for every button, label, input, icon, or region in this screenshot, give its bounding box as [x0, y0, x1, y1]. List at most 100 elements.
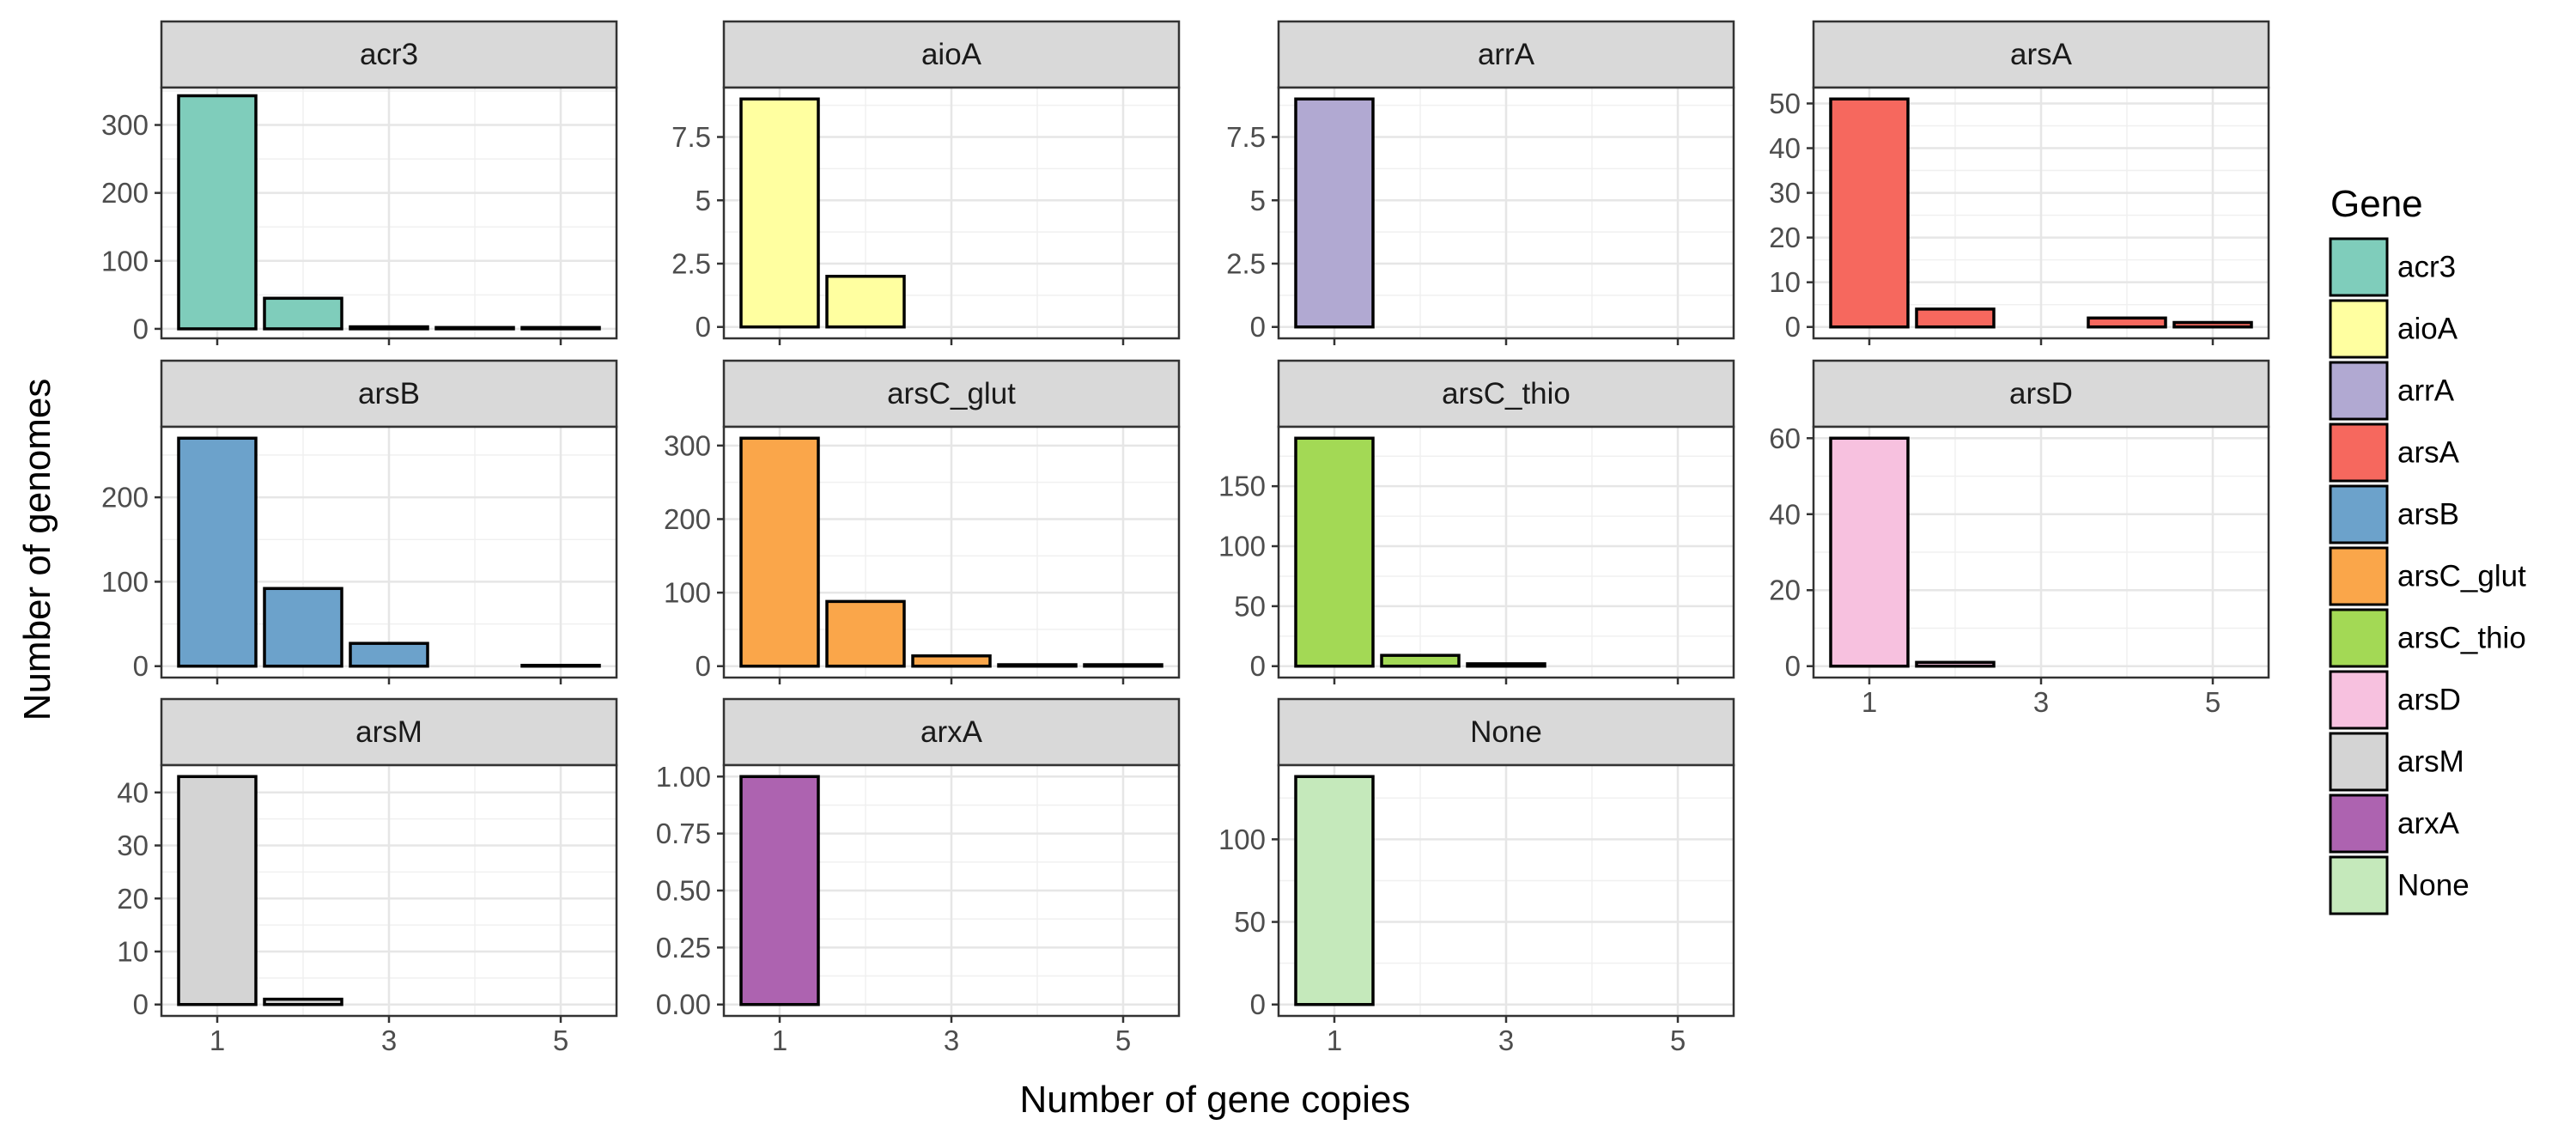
legend-item-arsc-thio: arsC_thio: [2329, 608, 2526, 668]
strip-label-arsd: arsD: [2009, 377, 2073, 410]
legend-label-acr3: acr3: [2397, 251, 2456, 284]
y-tick-label-arsd: 0: [1785, 650, 1801, 682]
legend-item-acr3: acr3: [2329, 237, 2456, 297]
panel-none: None 0 50 100: [1218, 697, 1735, 1023]
strip-none: [1277, 697, 1735, 767]
y-tick-label-arsm: 0: [133, 988, 149, 1020]
legend-key-arxa: [2329, 793, 2389, 854]
strip-arxa: [722, 697, 1181, 767]
y-tick-label-arxa: 0.50: [656, 875, 711, 907]
bar-arsc-thio-x3: [1466, 662, 1546, 668]
legend-key-arra: [2329, 361, 2389, 421]
legend-label-aioa: aioA: [2397, 313, 2458, 346]
chart-panels: acr30100200300aioA02.557.5arrA02.557.5ar…: [101, 20, 2270, 1023]
y-axis-title: Number of genomes: [16, 379, 58, 721]
y-tick-label-none: 100: [1218, 824, 1266, 855]
y-tick-label-arra: 2.5: [1226, 247, 1266, 279]
y-tick-label-arsb: 0: [133, 650, 149, 682]
panel-arsb: arsB 0 100 200: [101, 359, 618, 684]
bar-aioa-x1: [739, 97, 820, 329]
panel-arxa: arxA 0.00 0.25 0.50 0.75 1.00: [656, 697, 1181, 1023]
legend-label-arsc-glut: arsC_glut: [2397, 560, 2526, 593]
legend-label-arsm: arsM: [2397, 745, 2464, 779]
y-tick-label-arsa: 30: [1769, 177, 1801, 209]
bar-acr3-x3: [349, 325, 429, 331]
x-tick-label: 1: [210, 1025, 225, 1056]
legend: Gene acr3 aioA arrA arsA arsB arsC_glut arsC_t…: [2329, 183, 2526, 915]
legend-label-none: None: [2397, 869, 2470, 903]
bar-arxa-x1: [739, 775, 820, 1006]
strip-arsd: [1812, 359, 2270, 429]
legend-label-arra: arrA: [2397, 374, 2455, 408]
bar-arsc-thio-x1: [1294, 436, 1375, 668]
strip-label-none: None: [1470, 715, 1542, 749]
x-tick-label: 3: [944, 1025, 959, 1056]
strip-arsa: [1812, 20, 2270, 89]
y-tick-label-acr3: 100: [101, 245, 149, 277]
bar-arsb-x1: [177, 436, 258, 668]
legend-item-arra: arrA: [2329, 361, 2455, 421]
legend-item-arxa: arxA: [2329, 793, 2460, 854]
strip-arsb: [160, 359, 618, 429]
y-tick-label-arsc-glut: 0: [696, 650, 711, 682]
legend-item-aioa: aioA: [2329, 299, 2458, 359]
strip-arsm: [160, 697, 618, 767]
bar-acr3-x1: [177, 94, 258, 331]
panel-arsc-glut: arsC_glut 0 100 200 300: [664, 359, 1181, 684]
y-tick-label-aioa: 7.5: [671, 121, 711, 153]
strip-label-acr3: acr3: [360, 38, 418, 71]
y-tick-label-acr3: 300: [101, 109, 149, 141]
y-tick-label-arsc-glut: 100: [664, 577, 711, 609]
strip-label-arsc-glut: arsC_glut: [887, 377, 1016, 410]
strip-label-arsa: arsA: [2010, 38, 2073, 71]
panel-arsc-thio: arsC_thio 0 50 100 150: [1218, 359, 1735, 684]
y-tick-label-arsc-thio: 0: [1250, 650, 1266, 682]
legend-key-arsb: [2329, 484, 2389, 544]
bar-arsc-glut-x1: [739, 436, 820, 668]
bar-acr3-x4: [434, 325, 515, 331]
panel-aioa: aioA 0 2.5 5 7.5: [671, 20, 1181, 345]
x-axis-title: Number of gene copies: [1020, 1079, 1411, 1121]
strip-label-arxa: arxA: [920, 715, 983, 749]
legend-key-acr3: [2329, 237, 2389, 297]
strip-label-aioa: aioA: [921, 38, 982, 71]
legend-key-arsm: [2329, 732, 2389, 792]
bar-arsd-x2: [1915, 660, 1996, 668]
x-tick-label: 5: [1115, 1025, 1131, 1056]
x-tick-label: 5: [553, 1025, 568, 1056]
legend-key-arsa: [2329, 423, 2389, 483]
y-tick-label-arsm: 30: [117, 830, 149, 861]
x-tick-label: 5: [2205, 686, 2221, 718]
legend-item-arsb: arsB: [2329, 484, 2459, 544]
y-tick-label-arsc-thio: 50: [1234, 590, 1266, 622]
y-tick-label-arsm: 10: [117, 935, 149, 967]
legend-key-aioa: [2329, 299, 2389, 359]
y-tick-label-none: 0: [1250, 988, 1266, 1020]
bar-arsa-x5: [2172, 320, 2253, 329]
bar-arsm-x2: [263, 997, 343, 1006]
y-tick-label-arsc-glut: 200: [664, 503, 711, 535]
y-tick-label-acr3: 200: [101, 177, 149, 209]
y-tick-label-arsc-thio: 100: [1218, 531, 1266, 562]
y-tick-label-arsb: 100: [101, 566, 149, 598]
legend-label-arsc-thio: arsC_thio: [2397, 622, 2526, 655]
strip-aioa: [722, 20, 1181, 89]
legend-item-arsc-glut: arsC_glut: [2329, 546, 2526, 606]
y-tick-label-none: 50: [1234, 906, 1266, 938]
panel-acr3: acr3 0 100 200 300: [101, 20, 618, 345]
legend-title: Gene: [2330, 183, 2423, 225]
legend-key-arsd: [2329, 670, 2389, 730]
bar-arsa-x1: [1829, 97, 1910, 329]
y-tick-label-arsa: 0: [1785, 311, 1801, 343]
y-tick-label-arsa: 40: [1769, 132, 1801, 164]
strip-acr3: [160, 20, 618, 89]
bar-arra-x1: [1294, 97, 1375, 329]
legend-items: acr3 aioA arrA arsA arsB arsC_glut arsC_thioar…: [2329, 237, 2526, 915]
x-tick-label: 1: [772, 1025, 787, 1056]
bar-arsc-glut-x4: [997, 663, 1078, 668]
legend-item-arsd: arsD: [2329, 670, 2461, 730]
legend-label-arsb: arsB: [2397, 498, 2459, 532]
legend-key-arsc-thio: [2329, 608, 2389, 668]
y-tick-label-arsm: 40: [117, 776, 149, 808]
y-tick-label-arsc-glut: 300: [664, 429, 711, 461]
